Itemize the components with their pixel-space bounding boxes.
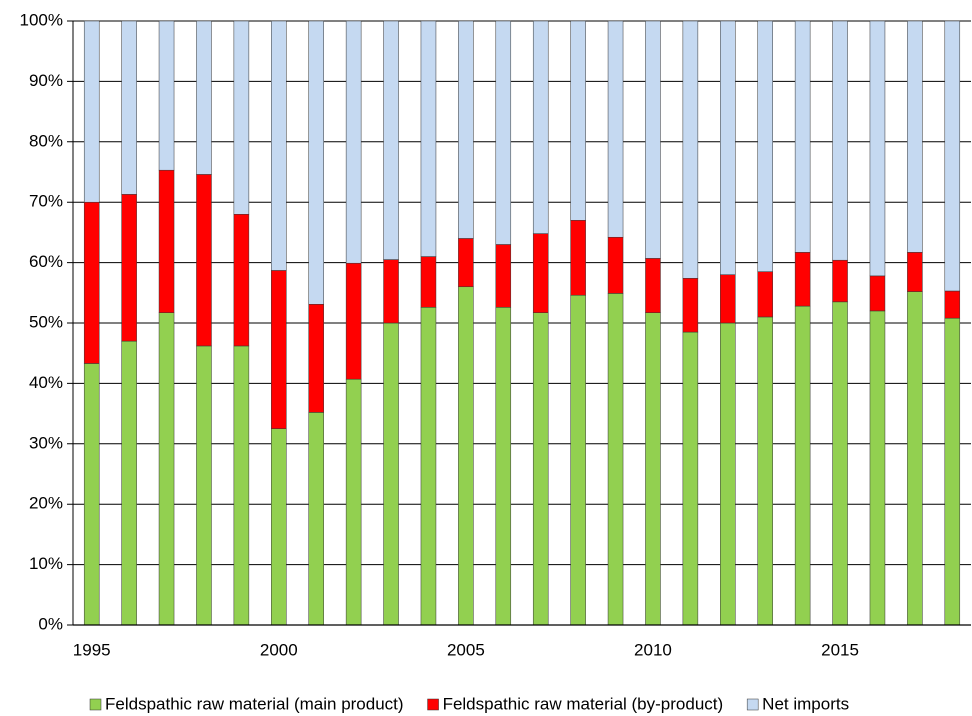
bar-segment — [645, 312, 661, 626]
legend-swatch — [427, 698, 439, 711]
bar-segment — [720, 274, 736, 324]
bar-segment — [308, 20, 324, 305]
bar-segment — [869, 275, 886, 312]
bar-segment — [570, 20, 586, 221]
bar-segment — [907, 291, 923, 626]
bar-segment — [121, 194, 137, 342]
bar-segment — [383, 20, 399, 260]
x-tick-label: 2005 — [447, 640, 485, 659]
bar-segment — [757, 271, 773, 318]
bar-segment — [233, 345, 250, 626]
bar-segment — [308, 304, 324, 413]
bar-segment — [645, 20, 661, 259]
y-tick-label: 50% — [29, 312, 63, 331]
bar-segment — [271, 270, 287, 429]
legend-label: Feldspathic raw material (main product) — [105, 694, 404, 713]
bar-segment — [682, 331, 699, 626]
bar-segment — [682, 278, 699, 333]
bar-segment — [532, 233, 549, 313]
bar-segment — [907, 252, 923, 292]
bar-segment — [944, 290, 961, 319]
bar-segment — [645, 258, 661, 313]
bar-segment — [720, 322, 736, 626]
y-tick-label: 10% — [29, 554, 63, 573]
bar-segment — [196, 174, 212, 347]
x-tick-label: 2010 — [634, 640, 672, 659]
y-tick-label: 60% — [29, 252, 63, 271]
x-tick-label: 2000 — [260, 640, 298, 659]
bar-segment — [121, 340, 137, 626]
bar-segment — [607, 236, 624, 294]
bar-segment — [495, 307, 512, 626]
bar-segment — [271, 428, 287, 626]
bar-segment — [458, 20, 474, 239]
bar-segment — [420, 256, 437, 308]
bar-segment — [907, 20, 923, 253]
bar-segment — [383, 259, 399, 324]
bar-segment — [383, 322, 399, 626]
bar-segment — [158, 312, 175, 626]
legend-label: Feldspathic raw material (by-product) — [443, 694, 724, 713]
y-tick-label: 0% — [38, 614, 63, 633]
bar-segment — [345, 262, 362, 380]
y-tick-label: 30% — [29, 433, 63, 452]
legend-label: Net imports — [762, 694, 849, 713]
bar-segment — [420, 307, 437, 626]
bar-segment — [196, 20, 212, 175]
bar-segment — [83, 201, 100, 364]
bar-segment — [458, 238, 474, 288]
bar-segment — [607, 20, 624, 238]
bar-segment — [944, 317, 961, 626]
bar-segment — [570, 294, 586, 626]
bar-segment — [757, 316, 773, 626]
bar-segment — [158, 20, 175, 171]
bar-segment — [83, 363, 100, 626]
bar-segment — [495, 244, 512, 308]
bar-segment — [794, 252, 811, 307]
x-tick-label: 2015 — [821, 640, 859, 659]
bar-segment — [757, 20, 773, 272]
y-tick-label: 80% — [29, 131, 63, 150]
x-tick-label: 1995 — [73, 640, 111, 659]
bar-segment — [682, 20, 699, 279]
y-tick-label: 20% — [29, 494, 63, 513]
y-tick-label: 40% — [29, 373, 63, 392]
legend-swatch — [89, 698, 102, 711]
bar-segment — [532, 20, 549, 234]
bar-segment — [532, 312, 549, 626]
bar-segment — [495, 20, 512, 245]
y-tick-label: 100% — [20, 10, 63, 29]
bar-segment — [607, 293, 624, 626]
bar-segment — [233, 20, 250, 215]
bar-segment — [158, 169, 175, 313]
bar-segment — [720, 20, 736, 275]
bar-segment — [83, 20, 100, 203]
bar-segment — [794, 20, 811, 253]
bar-segment — [794, 305, 811, 626]
bar-segment — [233, 214, 250, 347]
bar-segment — [944, 20, 961, 292]
bar-segment — [345, 378, 362, 626]
bar-segment — [832, 259, 848, 303]
bar-segment — [832, 301, 848, 626]
bar-segment — [570, 220, 586, 296]
bar-segment — [420, 20, 437, 257]
bar-segment — [308, 412, 324, 626]
bar-segment — [832, 20, 848, 261]
bar-segment — [869, 20, 886, 277]
y-tick-label: 70% — [29, 192, 63, 211]
bar-segment — [271, 20, 287, 271]
bar-segment — [121, 20, 137, 195]
bar-segment — [345, 20, 362, 264]
bar-segment — [458, 286, 474, 626]
bar-segment — [196, 345, 212, 626]
legend-swatch — [746, 698, 759, 711]
y-tick-label: 90% — [29, 71, 63, 90]
bar-segment — [869, 310, 886, 626]
